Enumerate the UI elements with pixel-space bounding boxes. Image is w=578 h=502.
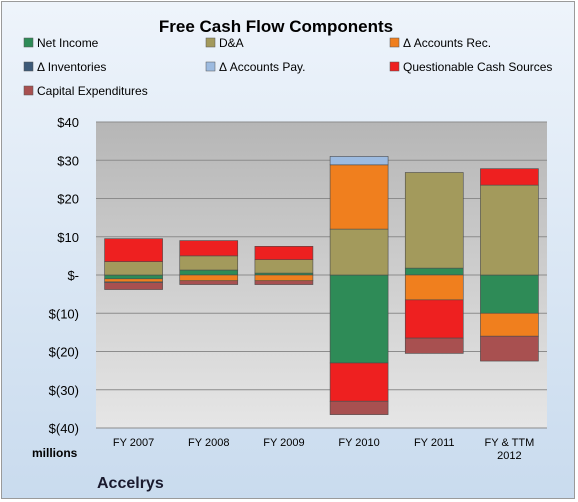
gridlines	[96, 121, 547, 429]
y-tick-label: $30	[57, 153, 79, 168]
brand-label: Accelrys	[97, 475, 164, 492]
y-tick-label: $20	[57, 192, 79, 207]
bars	[104, 156, 539, 415]
y-axis: $40 $30 $20 $10 $- $(10) $(20) $(30) $(40)	[49, 115, 79, 436]
bar-segment-net-income	[104, 274, 163, 280]
x-tick-label: FY 2008	[188, 437, 229, 449]
x-tick-label: FY 2007	[113, 437, 154, 449]
y-tick-label: $(40)	[49, 421, 79, 436]
bar-segment-capital-expenditures	[404, 337, 464, 354]
x-tick-label: FY 2010	[338, 437, 379, 449]
legend-swatch-accounts-rec	[389, 37, 400, 48]
legend: Net Income D&A Δ Accounts Rec. Δ Inventorie…	[23, 36, 552, 98]
bar-segment-accounts-rec	[179, 274, 239, 282]
bar-segment-accounts-rec	[254, 274, 314, 282]
bar-segment-capital-expenditures	[480, 335, 539, 362]
bar-segment-capital-expenditures	[329, 400, 389, 415]
bar-segment-accounts-pay	[329, 156, 389, 166]
bar-segment-questionable-cash-sources	[404, 299, 464, 339]
legend-label-accounts-rec: Δ Accounts Rec.	[403, 36, 491, 50]
bar-segment-net-income	[480, 274, 539, 314]
y-tick-label: $10	[57, 230, 79, 245]
x-axis: FY 2007 FY 2008 FY 2009 FY 2010 FY 2011 FY & …	[113, 437, 534, 462]
legend-swatch-capital-expenditures	[23, 85, 34, 96]
bar-segment-accounts-rec	[329, 164, 389, 230]
bar-segment-d-a	[104, 261, 163, 276]
x-tick-label: FY 2009	[263, 437, 304, 449]
legend-label-questionable-cash-sources: Questionable Cash Sources	[403, 60, 552, 74]
y-tick-label: $-	[67, 268, 79, 283]
legend-label-d-a: D&A	[219, 36, 244, 50]
bar-segment-d-a	[480, 184, 539, 276]
bar-segment-d-a	[329, 228, 389, 276]
bar-segment-questionable-cash-sources	[329, 362, 389, 402]
legend-swatch-d-a	[205, 37, 216, 48]
x-tick-label: 2012	[497, 450, 521, 462]
legend-swatch-net-income	[23, 37, 34, 48]
legend-label-accounts-pay: Δ Accounts Pay.	[219, 60, 306, 74]
bar-segment-accounts-rec	[104, 278, 163, 283]
bar-segment-d-a	[254, 259, 314, 274]
legend-label-capital-expenditures: Capital Expenditures	[37, 84, 148, 98]
y-tick-label: $(30)	[49, 383, 79, 398]
bar-segment-net-income	[179, 269, 239, 276]
bar-segment-questionable-cash-sources	[179, 240, 239, 257]
legend-label-net-income: Net Income	[37, 36, 99, 50]
bar-segment-accounts-rec	[480, 312, 539, 337]
x-tick-label: FY 2011	[414, 437, 455, 449]
y-tick-label: $(20)	[49, 345, 79, 360]
y-unit-label: millions	[32, 446, 78, 460]
bar-segment-d-a	[404, 172, 464, 269]
legend-swatch-questionable-cash-sources	[389, 61, 400, 72]
legend-swatch-inventories	[23, 61, 34, 72]
bar-segment-questionable-cash-sources	[480, 168, 539, 186]
bar-segment-net-income	[329, 274, 389, 364]
bar-segment-net-income	[404, 267, 464, 276]
bar-segment-d-a	[179, 255, 239, 271]
bar-segment-questionable-cash-sources	[254, 246, 314, 260]
chart-title: Free Cash Flow Components	[159, 17, 393, 36]
legend-label-inventories: Δ Inventories	[37, 60, 106, 74]
bar-segment-capital-expenditures	[179, 280, 239, 285]
x-tick-label: FY & TTM	[485, 437, 535, 449]
y-tick-label: $40	[57, 115, 79, 130]
bar-segment-capital-expenditures	[254, 280, 314, 285]
bar-segment-questionable-cash-sources	[104, 238, 163, 262]
y-tick-label: $(10)	[49, 306, 79, 321]
bar-segment-capital-expenditures	[104, 282, 163, 290]
legend-swatch-accounts-pay	[205, 61, 216, 72]
bar-segment-accounts-rec	[404, 274, 464, 301]
